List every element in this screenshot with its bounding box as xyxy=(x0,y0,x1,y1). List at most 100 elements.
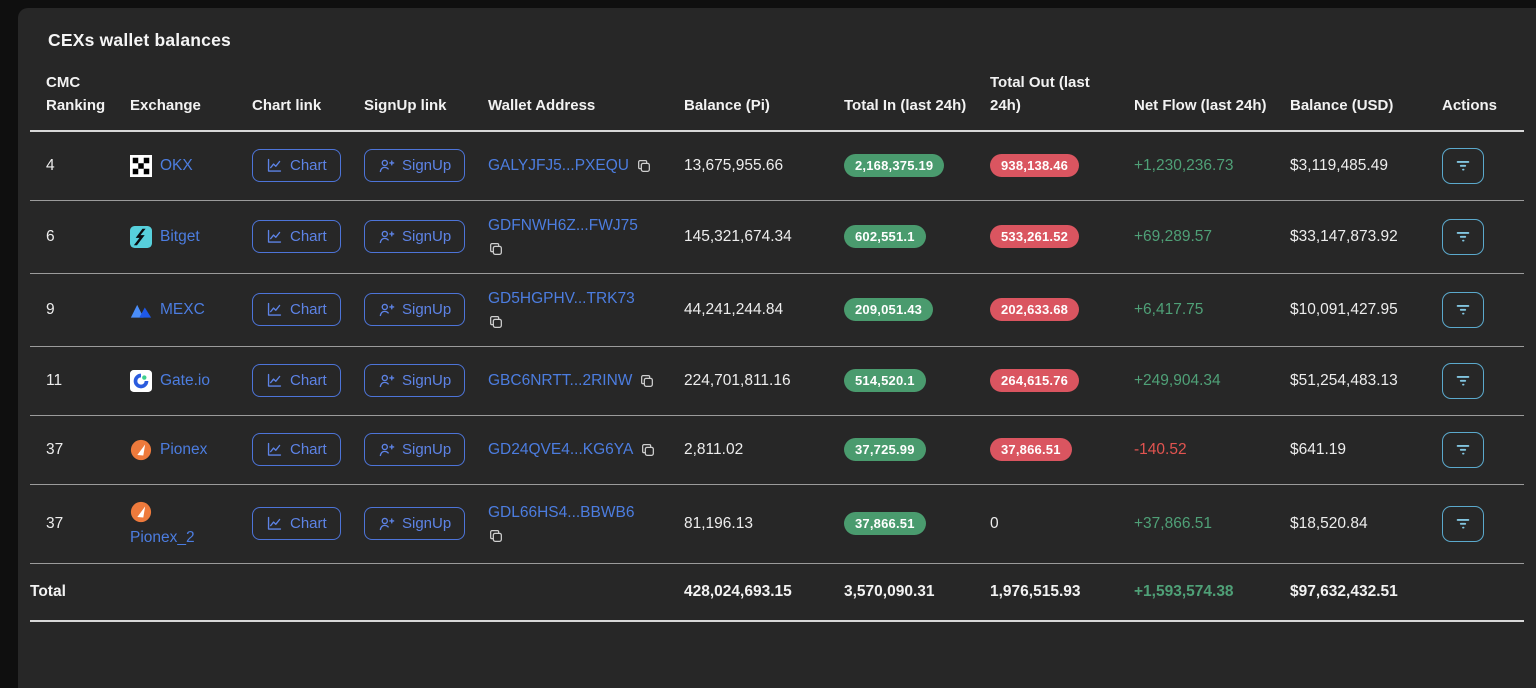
actions-button[interactable] xyxy=(1442,148,1484,184)
chart-button[interactable]: Chart xyxy=(252,364,341,397)
copy-address-button[interactable] xyxy=(488,241,504,257)
actions-button[interactable] xyxy=(1442,506,1484,542)
wallet-address-link[interactable]: GALYJFJ5...PXEQU xyxy=(488,157,629,175)
signup-button[interactable]: SignUp xyxy=(364,507,465,540)
balance-pi-value: 145,321,674.34 xyxy=(684,228,792,245)
table-row-pionex-2: 37 Pionex_2 Chart xyxy=(30,484,1524,563)
balance-pi-value: 2,811.02 xyxy=(684,441,743,458)
wallet-address-link[interactable]: GBC6NRTT...2RINW xyxy=(488,372,632,390)
cex-wallet-balances-panel: CEXs wallet balances CMC Ranking Exchang… xyxy=(18,8,1536,688)
balance-usd-value: $641.19 xyxy=(1290,441,1346,458)
actions-button[interactable] xyxy=(1442,219,1484,255)
person-add-icon xyxy=(378,372,395,389)
col-header-wallet-address: Wallet Address xyxy=(488,65,684,131)
net-flow-value: +1,230,236.73 xyxy=(1134,157,1234,174)
actions-button[interactable] xyxy=(1442,432,1484,468)
line-chart-icon xyxy=(266,515,283,532)
signup-button[interactable]: SignUp xyxy=(364,364,465,397)
copy-icon xyxy=(640,442,656,458)
col-header-net-flow: Net Flow (last 24h) xyxy=(1134,65,1290,131)
col-header-total-in: Total In (last 24h) xyxy=(844,65,990,131)
copy-icon xyxy=(488,241,504,257)
wallet-address-link[interactable]: GDFNWH6Z...FWJ75 xyxy=(488,217,638,235)
copy-address-button[interactable] xyxy=(640,442,656,458)
copy-address-button[interactable] xyxy=(488,528,504,544)
filter-icon xyxy=(1454,443,1472,457)
balance-pi-value: 224,701,811.16 xyxy=(684,372,791,389)
total-out-badge: 533,261.52 xyxy=(990,225,1079,248)
signup-button[interactable]: SignUp xyxy=(364,433,465,466)
gateio-logo-icon xyxy=(130,370,152,392)
person-add-icon xyxy=(378,515,395,532)
col-header-balance-pi: Balance (Pi) xyxy=(684,65,844,131)
okx-logo-icon xyxy=(130,155,152,177)
line-chart-icon xyxy=(266,372,283,389)
wallet-address-link[interactable]: GD5HGPHV...TRK73 xyxy=(488,290,635,308)
person-add-icon xyxy=(378,157,395,174)
copy-icon xyxy=(639,373,655,389)
filter-icon xyxy=(1454,374,1472,388)
total-in-badge: 37,866.51 xyxy=(844,512,926,535)
wallet-address-link[interactable]: GD24QVE4...KG6YA xyxy=(488,441,633,459)
table-header-row: CMC Ranking Exchange Chart link SignUp l… xyxy=(30,65,1524,131)
copy-address-button[interactable] xyxy=(639,373,655,389)
signup-button-label: SignUp xyxy=(402,157,451,174)
cmc-ranking-value: 37 xyxy=(46,441,63,458)
chart-button-label: Chart xyxy=(290,228,327,245)
copy-address-button[interactable] xyxy=(488,314,504,330)
copy-address-button[interactable] xyxy=(636,158,652,174)
filter-icon xyxy=(1454,303,1472,317)
signup-button-label: SignUp xyxy=(402,301,451,318)
chart-button[interactable]: Chart xyxy=(252,220,341,253)
balances-table: CMC Ranking Exchange Chart link SignUp l… xyxy=(30,65,1524,622)
total-balance-pi: 428,024,693.15 xyxy=(684,583,792,600)
total-label: Total xyxy=(30,583,66,600)
signup-button[interactable]: SignUp xyxy=(364,220,465,253)
total-out-badge: 938,138.46 xyxy=(990,154,1079,177)
total-in-badge: 209,051.43 xyxy=(844,298,933,321)
col-header-cmc-ranking: CMC Ranking xyxy=(30,65,130,131)
wallet-address-link[interactable]: GDL66HS4...BBWB6 xyxy=(488,504,634,522)
signup-button[interactable]: SignUp xyxy=(364,149,465,182)
exchange-link[interactable]: Gate.io xyxy=(160,372,210,390)
signup-button[interactable]: SignUp xyxy=(364,293,465,326)
exchange-link[interactable]: OKX xyxy=(160,157,193,175)
col-header-chart-link: Chart link xyxy=(252,65,364,131)
balance-pi-value: 81,196.13 xyxy=(684,515,753,532)
net-flow-value: +37,866.51 xyxy=(1134,515,1212,532)
balance-pi-value: 44,241,244.84 xyxy=(684,301,783,318)
line-chart-icon xyxy=(266,441,283,458)
copy-icon xyxy=(488,314,504,330)
col-header-exchange: Exchange xyxy=(130,65,252,131)
balance-usd-value: $3,119,485.49 xyxy=(1290,157,1388,174)
actions-button[interactable] xyxy=(1442,363,1484,399)
signup-button-label: SignUp xyxy=(402,228,451,245)
cmc-ranking-value: 6 xyxy=(46,228,55,245)
col-header-signup-link: SignUp link xyxy=(364,65,488,131)
chart-button-label: Chart xyxy=(290,301,327,318)
copy-icon xyxy=(636,158,652,174)
table-row-pionex: 37 Pionex Chart xyxy=(30,415,1524,484)
cmc-ranking-value: 11 xyxy=(46,372,62,389)
exchange-link[interactable]: MEXC xyxy=(160,301,205,319)
exchange-link[interactable]: Bitget xyxy=(160,228,200,246)
signup-button-label: SignUp xyxy=(402,515,451,532)
chart-button-label: Chart xyxy=(290,157,327,174)
table-row-mexc: 9 MEXC Chart xyxy=(30,273,1524,346)
chart-button-label: Chart xyxy=(290,515,327,532)
chart-button[interactable]: Chart xyxy=(252,433,341,466)
total-in-badge: 602,551.1 xyxy=(844,225,926,248)
chart-button[interactable]: Chart xyxy=(252,149,341,182)
pionex-logo-icon xyxy=(130,439,152,461)
chart-button-label: Chart xyxy=(290,441,327,458)
total-out-value: 0 xyxy=(990,515,999,532)
total-in-badge: 514,520.1 xyxy=(844,369,926,392)
exchange-link[interactable]: Pionex xyxy=(160,441,207,459)
actions-button[interactable] xyxy=(1442,292,1484,328)
copy-icon xyxy=(488,528,504,544)
chart-button[interactable]: Chart xyxy=(252,507,341,540)
chart-button[interactable]: Chart xyxy=(252,293,341,326)
exchange-link[interactable]: Pionex_2 xyxy=(130,529,195,547)
line-chart-icon xyxy=(266,301,283,318)
line-chart-icon xyxy=(266,228,283,245)
